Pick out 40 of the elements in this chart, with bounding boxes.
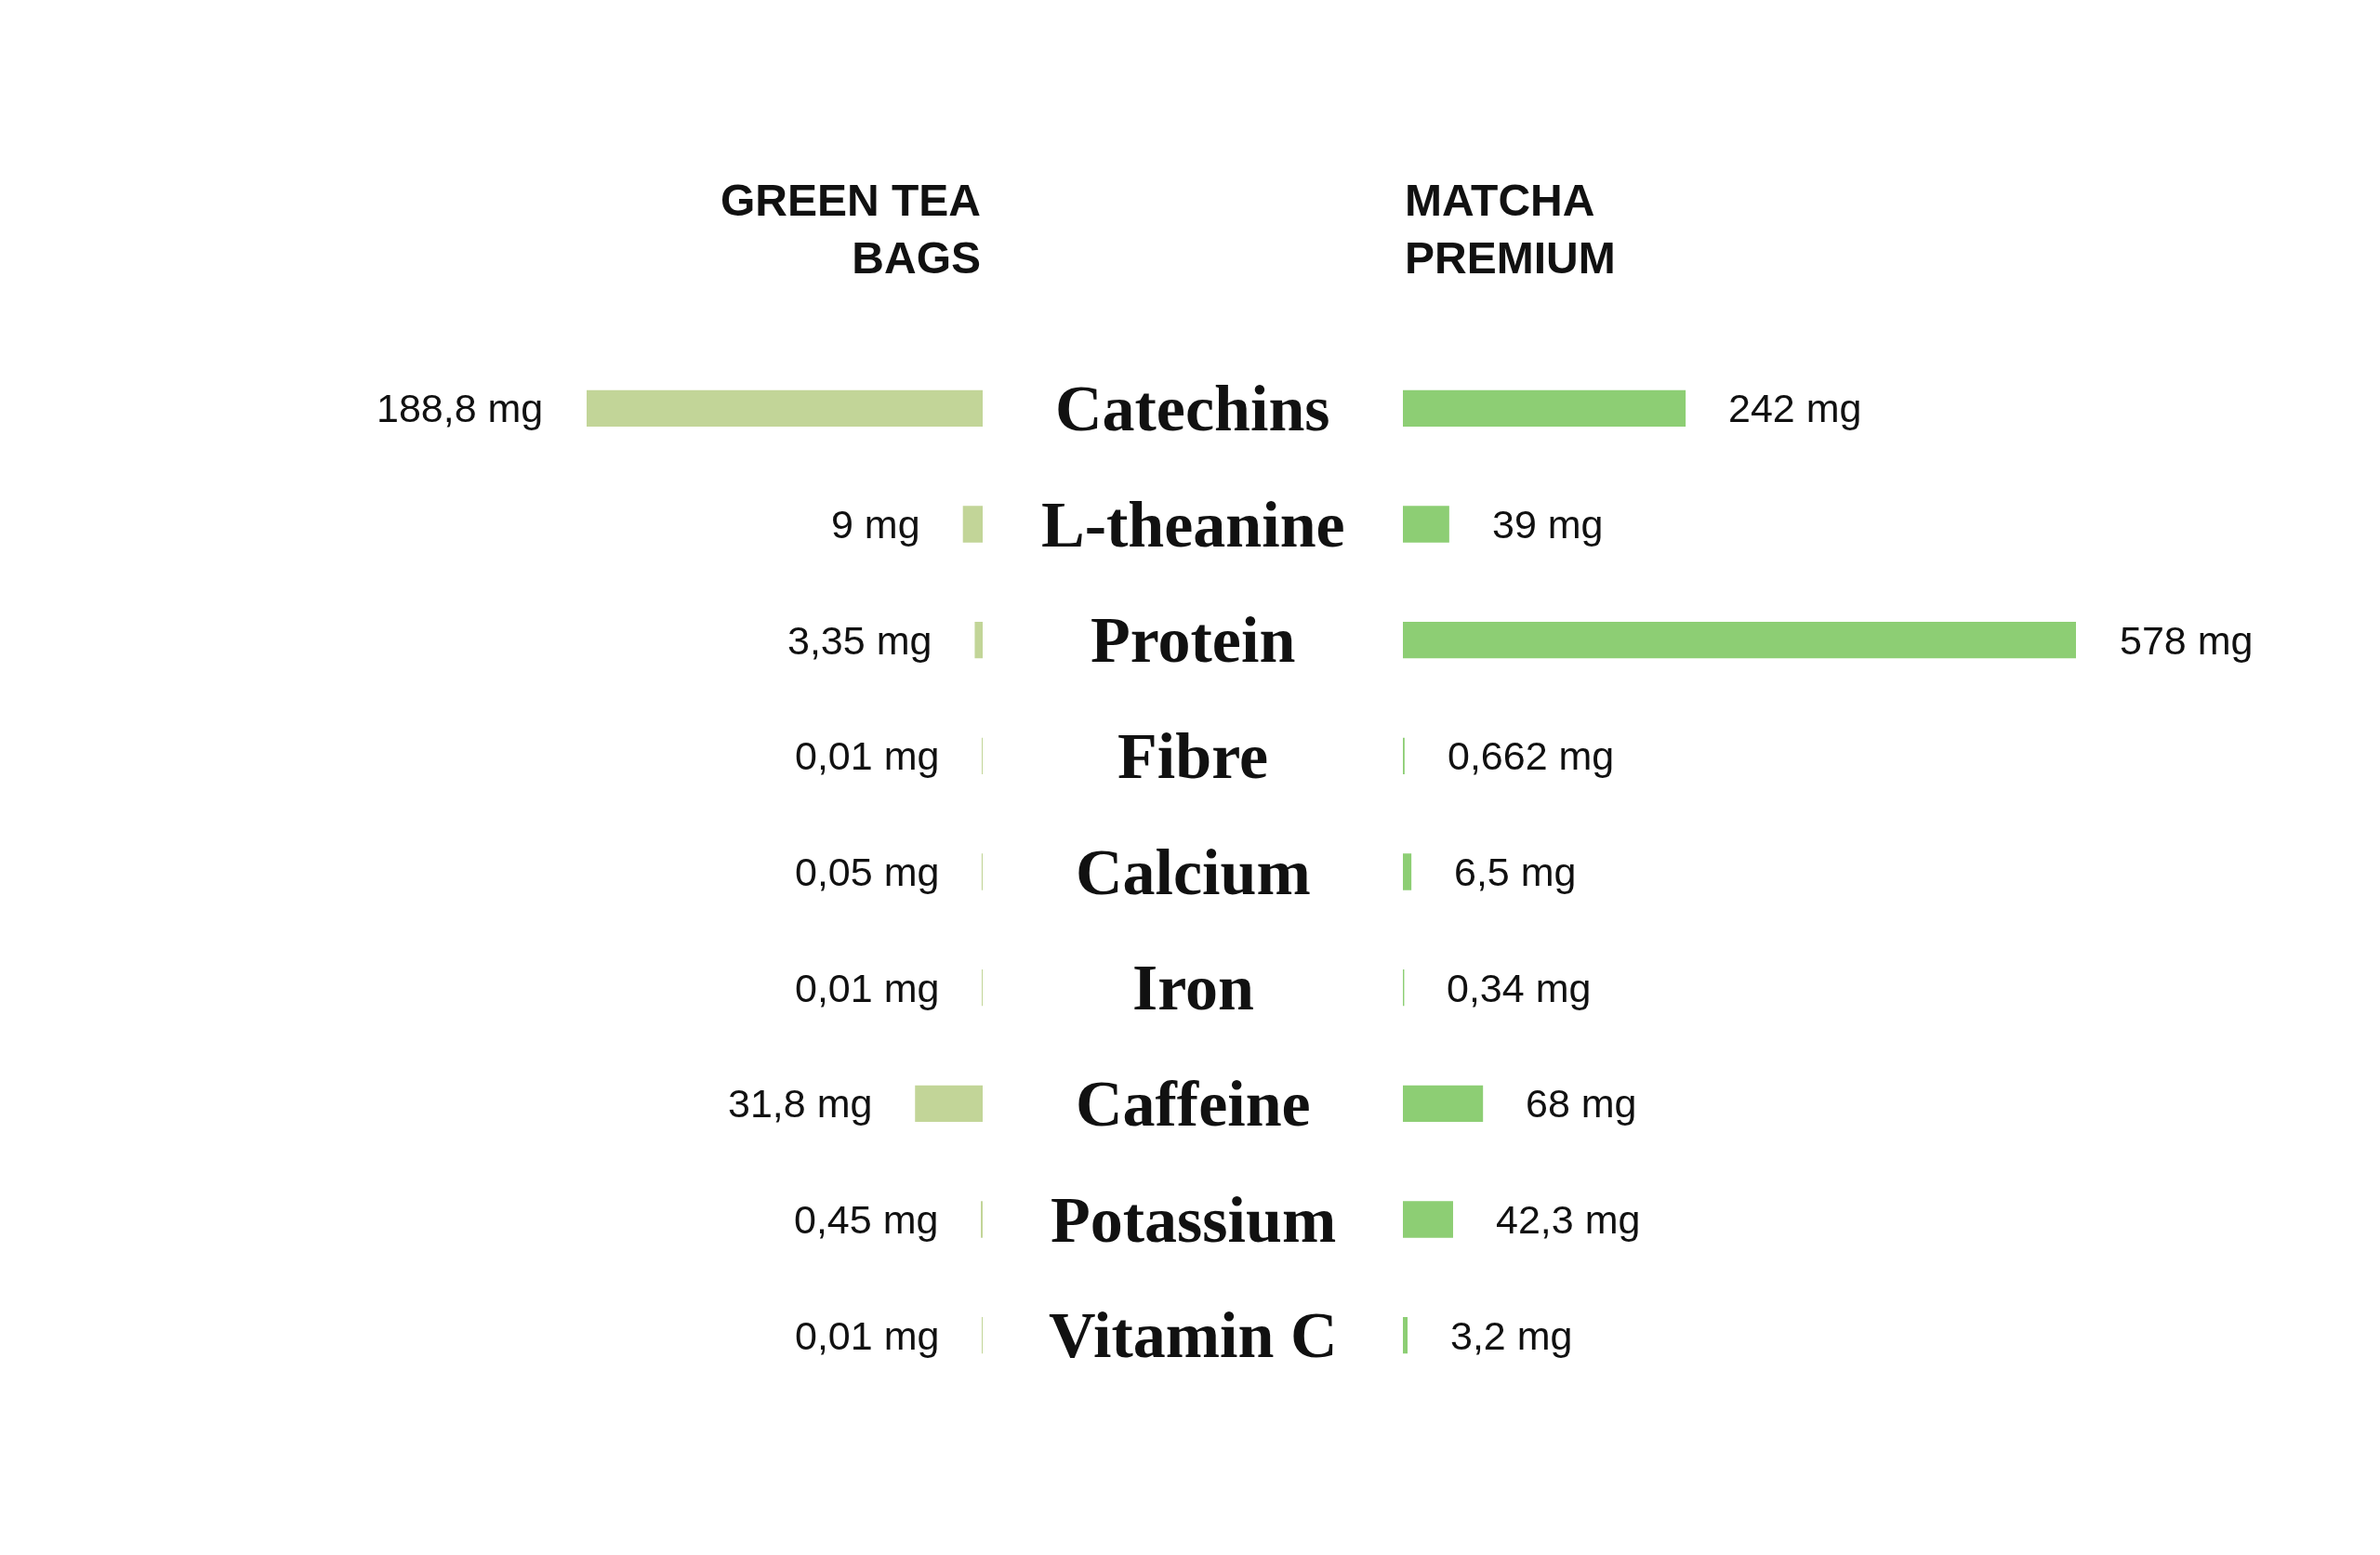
bar xyxy=(915,1085,983,1123)
data-label: 242 mg xyxy=(1728,386,1862,430)
data-label: 578 mg xyxy=(2120,618,2254,663)
bar xyxy=(1403,1316,1408,1354)
data-label: 0,01 mg xyxy=(795,966,940,1010)
bar xyxy=(1403,1085,1484,1123)
bar xyxy=(962,506,983,543)
bar xyxy=(587,389,983,428)
data-label: 31,8 mg xyxy=(728,1081,873,1126)
y-tick-label: Protein xyxy=(1091,604,1296,676)
y-tick-label: Calcium xyxy=(1076,837,1311,908)
bar xyxy=(1403,853,1412,890)
bar xyxy=(1403,506,1449,543)
y-tick-label: Caffeine xyxy=(1076,1068,1311,1140)
data-label: 0,45 mg xyxy=(794,1197,939,1242)
bar xyxy=(1403,1201,1453,1238)
data-label: 0,01 mg xyxy=(795,733,940,778)
data-label: 0,662 mg xyxy=(1448,733,1615,778)
data-label: 68 mg xyxy=(1526,1081,1637,1126)
data-label: 188,8 mg xyxy=(377,386,544,430)
data-label: 6,5 mg xyxy=(1454,850,1577,894)
y-tick-label: Vitamin C xyxy=(1049,1299,1338,1371)
y-tick-label: Potassium xyxy=(1051,1184,1337,1256)
y-tick-label: L-theanine xyxy=(1041,489,1345,560)
y-tick-label: Catechins xyxy=(1055,373,1330,444)
bar xyxy=(974,621,983,659)
chart-title: GREEN TEA BAGS xyxy=(721,176,982,283)
data-label: 39 mg xyxy=(1492,502,1604,547)
data-label: 0,34 mg xyxy=(1447,966,1592,1010)
data-label: 0,05 mg xyxy=(795,850,940,894)
data-label: 42,3 mg xyxy=(1496,1197,1641,1242)
bar xyxy=(1403,621,2076,659)
data-label: 3,2 mg xyxy=(1450,1313,1573,1358)
data-label: 9 mg xyxy=(831,502,920,547)
bar xyxy=(1403,389,1686,428)
data-label: 3,35 mg xyxy=(787,618,932,663)
y-tick-label: Fibre xyxy=(1117,720,1269,792)
y-tick-label: Iron xyxy=(1132,952,1254,1023)
data-label: 0,01 mg xyxy=(795,1313,940,1358)
chart-title: MATCHA PREMIUM xyxy=(1405,176,1616,283)
